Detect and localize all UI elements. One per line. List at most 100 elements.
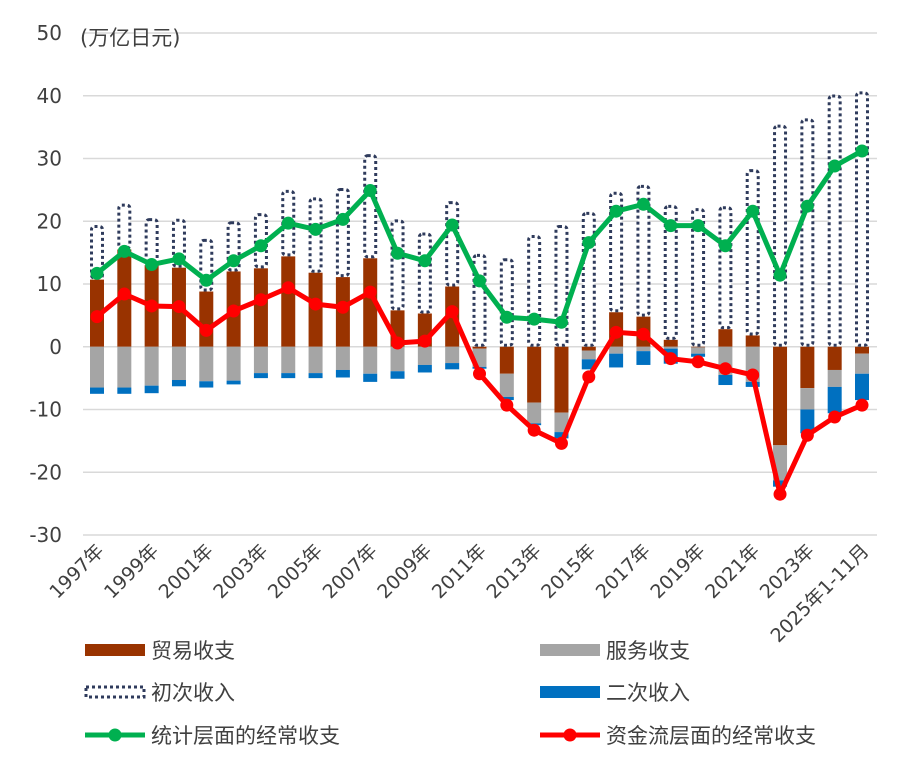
y-tick-label: -20 (29, 460, 62, 484)
y-tick-label: -30 (29, 523, 62, 547)
y-tick-label: -10 (29, 398, 62, 422)
bar-primary-income (745, 169, 760, 336)
bar-secondary-income (800, 409, 815, 434)
bar-primary-income (718, 206, 733, 330)
point-statistical (254, 239, 268, 253)
point-fund-flow (363, 285, 377, 299)
x-tick-label: 2025年1-11月 (766, 540, 873, 647)
bar-primary-income (417, 232, 432, 314)
bar-trade (199, 291, 214, 347)
bar-primary-income (499, 258, 514, 347)
bar-secondary-income (90, 387, 104, 394)
bar-primary-income (144, 218, 159, 266)
bar-secondary-income (335, 369, 350, 378)
legend-label: 贸易收支 (151, 639, 235, 663)
bar-primary-income (691, 208, 706, 347)
legend-label: 统计层面的经常收支 (151, 724, 340, 748)
point-fund-flow (527, 423, 541, 437)
bar-secondary-income (363, 373, 378, 382)
y-tick-label: 0 (49, 335, 62, 359)
point-statistical (773, 268, 787, 282)
point-fund-flow (309, 297, 323, 311)
bar-secondary-income (171, 380, 186, 387)
legend-swatch (540, 686, 600, 698)
bar-services (855, 353, 869, 374)
bar-services (199, 346, 214, 382)
bars (90, 91, 869, 487)
point-statistical (554, 315, 568, 329)
point-fund-flow (90, 310, 104, 324)
point-statistical (172, 252, 186, 266)
bar-services (636, 346, 651, 352)
y-tick-label: 20 (37, 209, 62, 233)
bar-services (691, 347, 706, 354)
bar-services (90, 346, 104, 388)
bar-services (117, 346, 132, 388)
legend-label: 资金流层面的经常收支 (606, 724, 816, 748)
bar-secondary-income (308, 373, 323, 379)
bar-secondary-income (226, 380, 241, 385)
bar-services (171, 346, 186, 381)
x-tick-label: 2009年 (373, 540, 436, 603)
legend-swatch (84, 685, 146, 699)
point-fund-flow (254, 293, 268, 307)
bar-primary-income (609, 191, 624, 313)
bar-trade (499, 346, 514, 374)
point-fund-flow (691, 355, 705, 369)
point-statistical (199, 273, 213, 287)
point-statistical (145, 258, 159, 272)
bar-primary-income (636, 184, 651, 317)
bar-trade (745, 335, 760, 347)
bar-services (581, 350, 596, 360)
bar-trade (554, 346, 569, 413)
point-fund-flow (418, 334, 432, 348)
x-tick-label: 2007年 (319, 540, 382, 603)
legend-label: 二次收入 (606, 681, 690, 705)
bar-services (308, 346, 323, 374)
point-fund-flow (445, 305, 459, 319)
bar-trade (581, 346, 596, 351)
bar-primary-income (527, 235, 542, 347)
point-statistical (418, 254, 432, 268)
point-statistical (281, 216, 295, 230)
bar-primary-income (445, 201, 460, 287)
point-fund-flow (800, 428, 814, 442)
x-tick-label: 2021年 (701, 540, 764, 603)
point-statistical (391, 246, 405, 260)
bar-services (609, 346, 624, 354)
bar-services (800, 388, 815, 410)
x-tick-label: 2013年 (482, 540, 545, 603)
point-fund-flow (609, 325, 623, 339)
bar-trade (253, 268, 268, 347)
bar-services (445, 346, 460, 364)
point-statistical (363, 184, 377, 198)
bar-trade (472, 346, 487, 349)
bar-secondary-income (390, 371, 405, 379)
bar-trade (691, 346, 706, 348)
point-statistical (800, 199, 814, 213)
point-statistical (718, 239, 732, 253)
point-statistical (609, 204, 623, 218)
point-fund-flow (117, 287, 131, 301)
point-fund-flow (227, 304, 241, 318)
point-statistical (309, 222, 323, 236)
legend-label: 初次收入 (151, 681, 235, 705)
point-statistical (855, 144, 869, 158)
point-fund-flow (391, 336, 405, 350)
bar-secondary-income (718, 374, 733, 386)
bar-primary-income (363, 154, 378, 259)
y-tick-label: 50 (37, 21, 62, 45)
bar-services (226, 346, 241, 381)
legend-marker (108, 728, 122, 742)
bar-secondary-income (827, 386, 842, 414)
point-fund-flow (473, 367, 486, 381)
point-statistical (691, 219, 705, 233)
lines (90, 144, 869, 501)
point-statistical (828, 159, 842, 173)
bar-trade (363, 258, 378, 347)
x-axis-ticks: 1997年1999年2001年2003年2005年2007年2009年2011年… (45, 540, 873, 647)
x-tick-label: 1997年 (45, 540, 108, 603)
y-tick-label: 40 (37, 84, 62, 108)
bar-trade (718, 329, 733, 347)
